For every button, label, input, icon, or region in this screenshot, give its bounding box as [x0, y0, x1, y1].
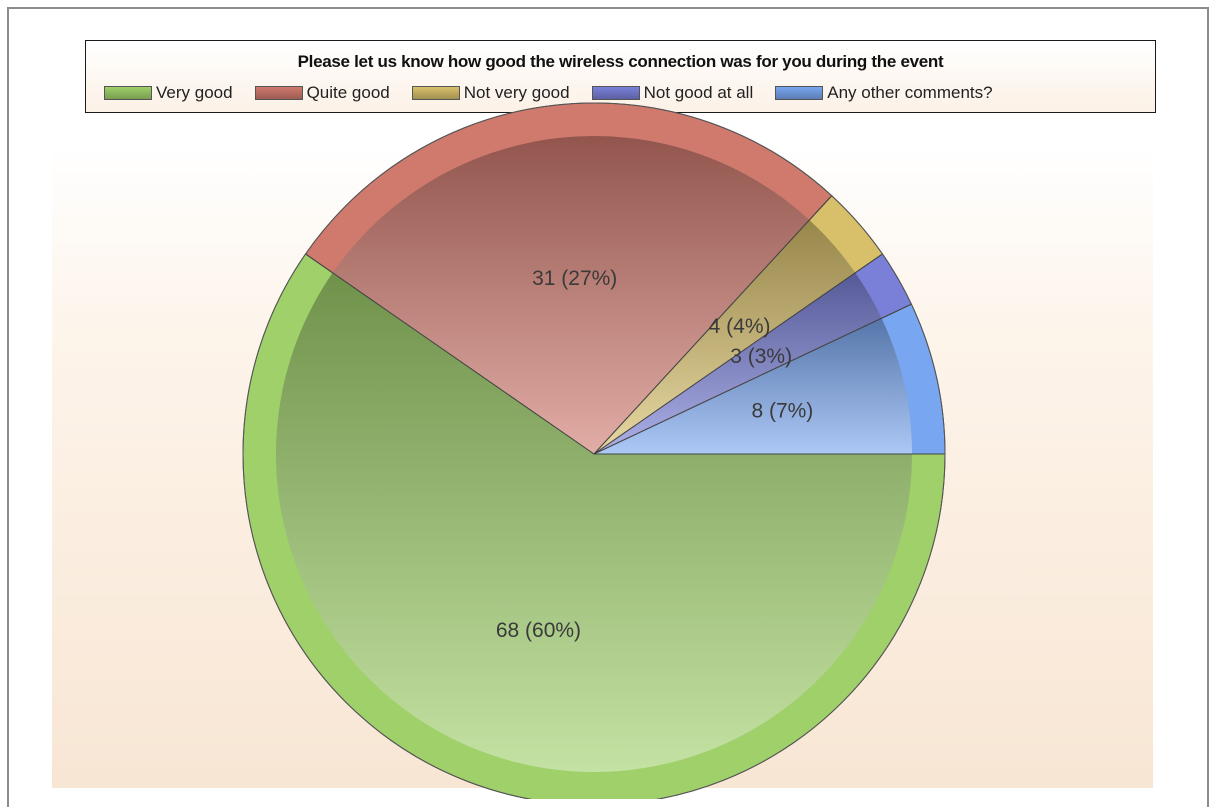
legend-item-quite-good: Quite good [254, 83, 390, 103]
legend-items: Very good Quite good Not very good Not g… [104, 83, 993, 103]
legend-label: Quite good [306, 83, 390, 102]
legend-label: Any other comments? [827, 83, 993, 102]
legend: Please let us know how good the wireless… [85, 40, 1156, 113]
pie-slice-inner-quite-good [332, 135, 810, 455]
chart-title: Please let us know how good the wireless… [297, 52, 944, 71]
legend-swatch [104, 86, 152, 100]
data-label-very-good: 68 (60%) [496, 619, 581, 642]
data-label-quite-good: 31 (27%) [532, 267, 617, 290]
legend-swatch [775, 86, 824, 100]
slice-divider [593, 253, 883, 455]
legend-item-not-good-at-all: Not good at all [591, 83, 754, 103]
data-label-not-very-good: 4 (4%) [709, 315, 771, 338]
pie-slice-inner-not-very-good [594, 220, 856, 454]
legend-item-any-other-comments: Any other comments? [775, 83, 993, 103]
legend-swatch [254, 86, 303, 100]
data-label-any-other-comments: 8 (7%) [751, 399, 813, 422]
pie-slice-inner-very-good [276, 272, 912, 772]
slice-divider [305, 253, 595, 455]
pie-outline [242, 102, 946, 799]
legend-item-not-very-good: Not very good [411, 83, 570, 103]
legend-item-very-good: Very good [104, 83, 233, 103]
slice-divider [593, 303, 912, 455]
legend-label: Very good [156, 83, 233, 102]
legend-swatch [411, 86, 460, 100]
slice-divider [593, 195, 833, 455]
legend-label: Not very good [463, 83, 570, 102]
pie-slice-inner-not-good-at-all [594, 272, 882, 454]
data-label-not-good-at-all: 3 (3%) [730, 345, 792, 368]
legend-swatch [591, 86, 640, 100]
legend-label: Not good at all [643, 83, 754, 102]
pie-slice-inner-any-other-comments [594, 318, 912, 454]
